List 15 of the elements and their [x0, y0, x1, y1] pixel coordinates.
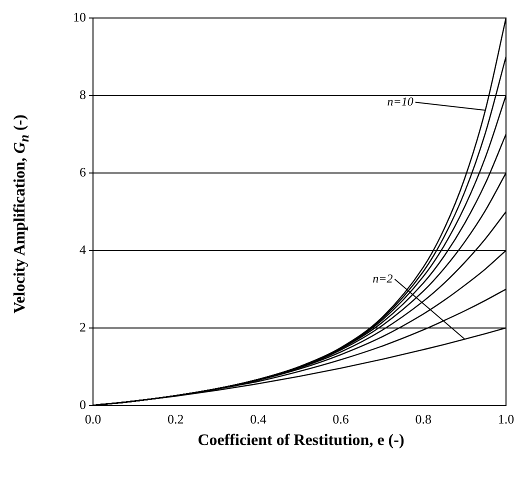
annotation: n=2 [372, 271, 393, 286]
y-tick-label: 6 [80, 164, 86, 180]
x-axis-title: Coefficient of Restitution, e (-) [196, 432, 406, 450]
x-tick-label: 0.4 [250, 412, 267, 427]
y-tick-label: 8 [80, 86, 86, 102]
annotation: n=10 [387, 94, 414, 108]
y-tick-label: 10 [73, 9, 86, 24]
x-tick-label: 0.8 [415, 412, 432, 427]
y-tick-label: 4 [80, 242, 86, 257]
x-tick-label: 0.2 [167, 412, 184, 427]
y-tick-label: 0 [80, 396, 86, 412]
x-tick-label: 0.6 [332, 412, 350, 427]
y-tick-label: 2 [80, 319, 86, 334]
x-tick-label: 0.0 [84, 412, 102, 427]
x-tick-label: 1.0 [498, 412, 514, 427]
